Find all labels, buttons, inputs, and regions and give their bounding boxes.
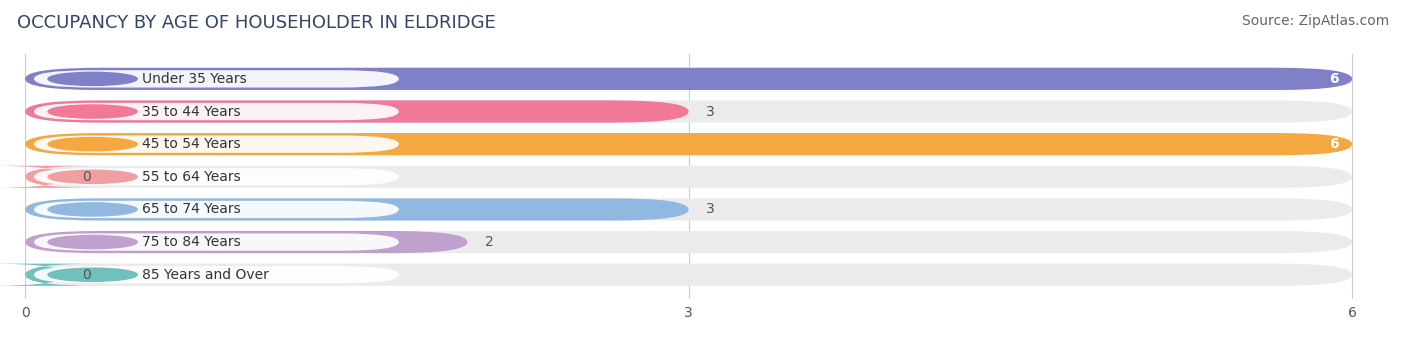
FancyBboxPatch shape [25,133,1353,155]
FancyBboxPatch shape [34,266,399,283]
Text: 0: 0 [83,170,91,184]
FancyBboxPatch shape [34,136,399,153]
FancyBboxPatch shape [25,198,1353,221]
Circle shape [48,170,138,183]
FancyBboxPatch shape [25,198,689,221]
Text: 45 to 54 Years: 45 to 54 Years [142,137,240,151]
FancyBboxPatch shape [25,264,1353,286]
Text: 0: 0 [83,268,91,282]
Text: 65 to 74 Years: 65 to 74 Years [142,202,240,217]
FancyBboxPatch shape [25,100,689,123]
FancyBboxPatch shape [34,70,399,87]
FancyBboxPatch shape [0,264,100,286]
Text: Under 35 Years: Under 35 Years [142,72,246,86]
Text: 85 Years and Over: 85 Years and Over [142,268,269,282]
Text: 2: 2 [485,235,494,249]
Text: 55 to 64 Years: 55 to 64 Years [142,170,240,184]
Text: 6: 6 [1329,137,1339,151]
Text: 3: 3 [706,202,716,217]
Text: Source: ZipAtlas.com: Source: ZipAtlas.com [1241,14,1389,28]
Text: 3: 3 [706,104,716,119]
Text: 75 to 84 Years: 75 to 84 Years [142,235,240,249]
FancyBboxPatch shape [25,68,1353,90]
Circle shape [48,268,138,281]
FancyBboxPatch shape [25,133,1353,155]
FancyBboxPatch shape [25,68,1353,90]
FancyBboxPatch shape [25,231,467,253]
FancyBboxPatch shape [34,168,399,185]
FancyBboxPatch shape [34,103,399,120]
Circle shape [48,203,138,216]
Circle shape [48,236,138,249]
Circle shape [48,105,138,118]
FancyBboxPatch shape [25,100,1353,123]
Text: 35 to 44 Years: 35 to 44 Years [142,104,240,119]
FancyBboxPatch shape [25,166,1353,188]
Text: 6: 6 [1329,72,1339,86]
FancyBboxPatch shape [0,166,100,188]
FancyBboxPatch shape [34,201,399,218]
Circle shape [48,138,138,151]
Text: OCCUPANCY BY AGE OF HOUSEHOLDER IN ELDRIDGE: OCCUPANCY BY AGE OF HOUSEHOLDER IN ELDRI… [17,14,496,32]
Circle shape [48,72,138,85]
FancyBboxPatch shape [34,234,399,251]
FancyBboxPatch shape [25,231,1353,253]
